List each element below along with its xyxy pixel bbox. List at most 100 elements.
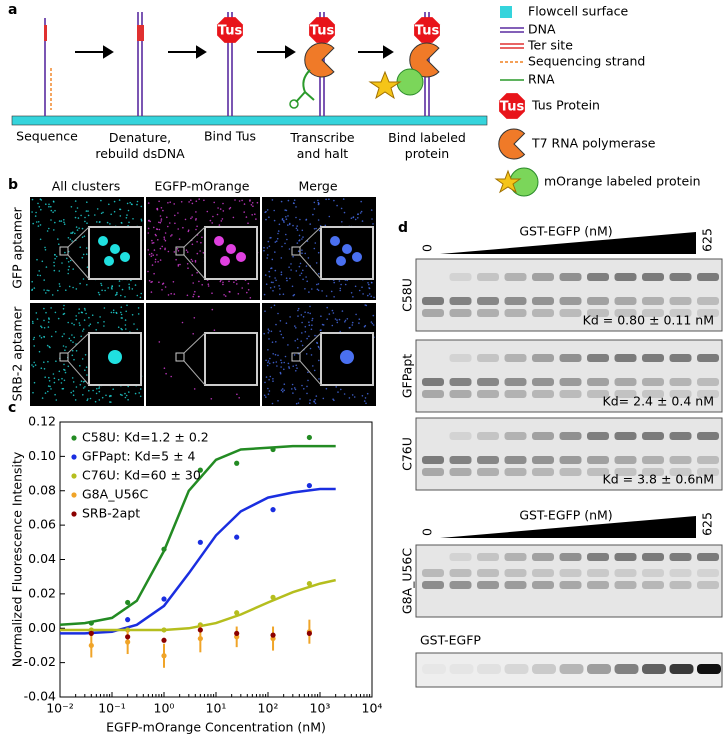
cluster [127,209,130,212]
cluster [291,383,294,386]
cluster [256,201,259,204]
cluster [152,254,154,256]
cluster [72,268,74,270]
cluster [71,322,73,325]
cluster [276,237,279,240]
cluster [47,390,49,393]
cluster [267,361,269,364]
cluster [268,245,271,248]
tus-text: Tus [415,24,440,39]
cluster [92,389,94,392]
cluster [37,274,39,277]
cluster [363,400,366,402]
cluster [332,312,335,314]
cluster [186,294,189,297]
data-point [270,632,276,638]
cluster [36,318,39,320]
cluster [88,325,90,327]
band [504,581,527,589]
rna-end [289,99,299,109]
cluster [309,312,312,315]
cluster [236,252,246,262]
cluster [100,199,102,202]
cluster [82,278,85,280]
cluster [241,287,243,289]
cluster [264,274,267,276]
cluster [210,398,213,400]
cluster [52,211,54,213]
cluster [57,317,60,320]
cluster [59,285,61,288]
y-tick-label: 0.00 [28,620,56,635]
cluster [309,399,311,401]
cluster [301,384,303,387]
cluster [63,379,66,382]
cluster [351,324,354,326]
cluster [351,394,354,396]
cluster [49,385,51,388]
chart: c EGFP-mOrange Concentration (nM) Normaliz… [8,400,382,735]
cluster [332,398,334,401]
cluster [79,324,81,327]
cluster [298,265,301,268]
cluster [333,199,335,202]
cluster [57,289,59,292]
band [587,390,609,398]
y-tick-label: 0.08 [28,482,56,497]
cluster [344,283,347,286]
band [642,553,664,561]
cluster [296,242,299,244]
cluster [154,258,157,261]
cluster [364,304,367,306]
cluster [54,393,56,396]
cluster [196,271,198,274]
cluster [98,399,101,401]
cluster [320,329,322,331]
cluster [265,396,267,398]
cluster [106,221,109,224]
cluster [222,283,224,286]
cluster [179,263,181,266]
cluster [296,367,298,370]
band [587,468,609,476]
cluster [265,218,267,221]
cluster [250,204,253,206]
cluster [313,201,316,204]
data-point [306,434,312,441]
cluster [299,262,302,265]
cluster [295,206,297,208]
cluster [194,290,196,293]
cluster [46,289,48,292]
band [697,664,721,674]
gel-label: G8A_U56C [400,548,415,614]
cluster [220,256,230,266]
cluster [357,217,359,219]
cluster [184,218,187,221]
cluster [79,282,81,285]
cluster [33,345,35,347]
legend-marker [71,435,77,441]
band [559,354,582,362]
cluster [300,314,303,316]
band [669,456,692,464]
cluster [50,388,52,390]
cluster [37,225,40,227]
cluster [58,220,61,222]
cluster [307,379,309,382]
cluster [279,330,282,333]
cluster [130,203,133,205]
cluster [35,211,37,214]
cluster [170,292,172,295]
cluster [192,282,194,284]
cluster [333,296,335,298]
cluster [44,246,46,249]
cluster [274,269,277,272]
cluster [70,391,72,394]
cluster [46,230,49,232]
cluster [312,213,314,216]
cluster [177,228,179,230]
cluster [67,272,69,275]
cluster [287,344,289,346]
band [587,569,609,577]
cluster [202,252,205,254]
